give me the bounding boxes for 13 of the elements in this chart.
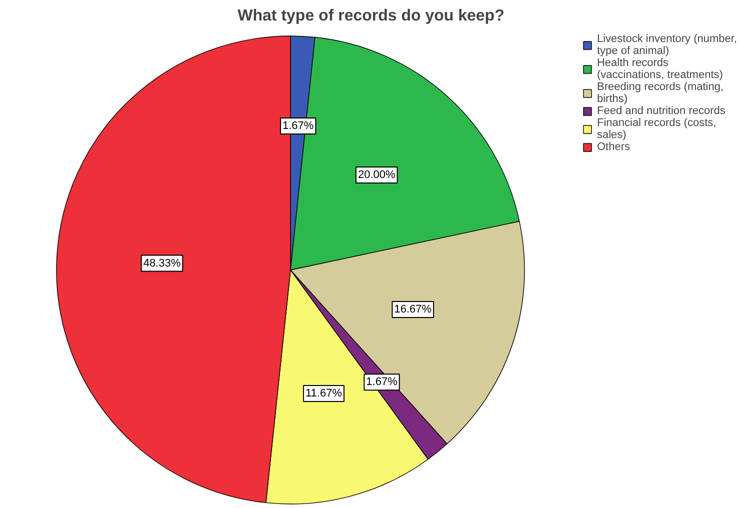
legend-label: Livestock inventory (number, type of animal) <box>596 33 737 57</box>
legend-label: Health records (vaccinations, treatments) <box>596 57 723 81</box>
data-label: 16.67% <box>394 304 432 316</box>
data-label: 1.67% <box>282 120 314 132</box>
chart-title: What type of records do you keep? <box>238 8 504 24</box>
data-label: 20.00% <box>358 168 396 181</box>
legend-label: Others <box>596 141 630 153</box>
legend-label: Financial records (costs, sales) <box>596 117 716 141</box>
legend-label: Breeding records (mating, births) <box>596 81 724 105</box>
legend-label: Feed and nutrition records <box>596 105 726 117</box>
data-label: 48.33% <box>143 257 181 270</box>
data-label: 11.67% <box>306 388 342 400</box>
data-label: 1.67% <box>366 376 398 388</box>
